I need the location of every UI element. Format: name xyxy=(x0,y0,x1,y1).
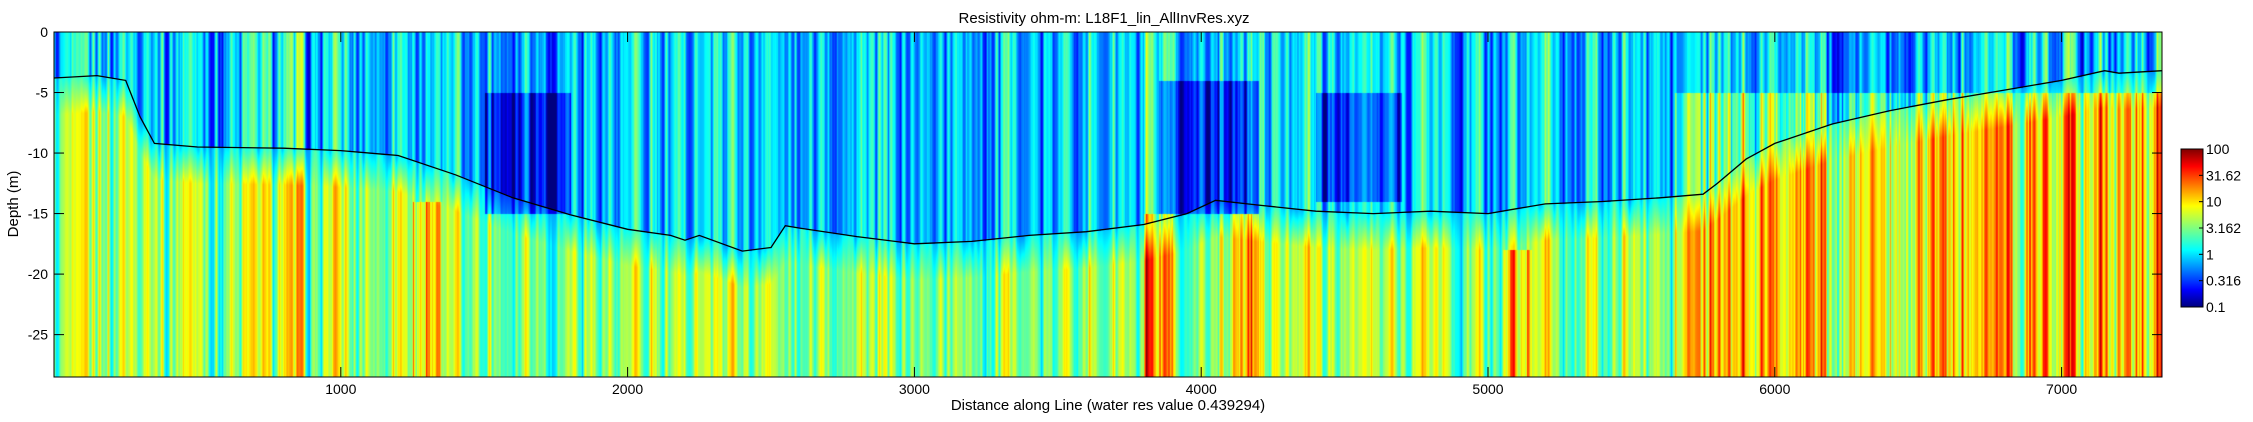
heatmap-field xyxy=(54,32,2162,377)
x-tick-label: 5000 xyxy=(1472,381,1503,397)
y-axis: 0 -5 -10 -15 -20 -25 xyxy=(28,24,2162,343)
colorbar-tick-label: 0.316 xyxy=(2206,273,2241,289)
y-tick-label: 0 xyxy=(40,24,48,40)
colorbar-ticks: 100 31.62 10 3.162 1 0.316 0.1 xyxy=(2199,141,2241,315)
colorbar: 100 31.62 10 3.162 1 0.316 0.1 xyxy=(2180,141,2241,315)
colorbar-tick-label: 10 xyxy=(2206,194,2222,210)
y-tick-label: -5 xyxy=(36,85,49,101)
x-tick-label: 1000 xyxy=(325,381,356,397)
chart-title: Resistivity ohm-m: L18F1_lin_AllInvRes.x… xyxy=(959,10,1250,27)
y-tick-label: -25 xyxy=(28,327,48,343)
y-axis-title: Depth (m) xyxy=(5,171,22,238)
x-tick-label: 2000 xyxy=(612,381,643,397)
y-tick-label: -15 xyxy=(28,206,48,222)
x-tick-label: 7000 xyxy=(2046,381,2077,397)
colorbar-tick-label: 31.62 xyxy=(2206,167,2241,183)
x-tick-label: 4000 xyxy=(1186,381,1217,397)
y-tick-label: -20 xyxy=(28,266,48,282)
x-axis: 1000 2000 3000 4000 5000 6000 7000 xyxy=(325,32,2077,397)
colorbar-tick-label: 1 xyxy=(2206,246,2214,262)
y-tick-label: -10 xyxy=(28,145,48,161)
plot-frame xyxy=(53,31,2163,378)
colorbar-tick-label: 3.162 xyxy=(2206,220,2241,236)
colorbar-tick-label: 0.1 xyxy=(2206,299,2226,315)
x-tick-label: 6000 xyxy=(1759,381,1790,397)
plot-area: 1000 2000 3000 4000 5000 6000 7000 0 -5 -10 -15 -2… xyxy=(28,24,2163,397)
x-tick-label: 3000 xyxy=(899,381,930,397)
x-axis-title: Distance along Line (water res value 0.4… xyxy=(951,397,1265,414)
boundary-line xyxy=(53,70,2163,252)
colorbar-tick-label: 100 xyxy=(2206,141,2230,157)
